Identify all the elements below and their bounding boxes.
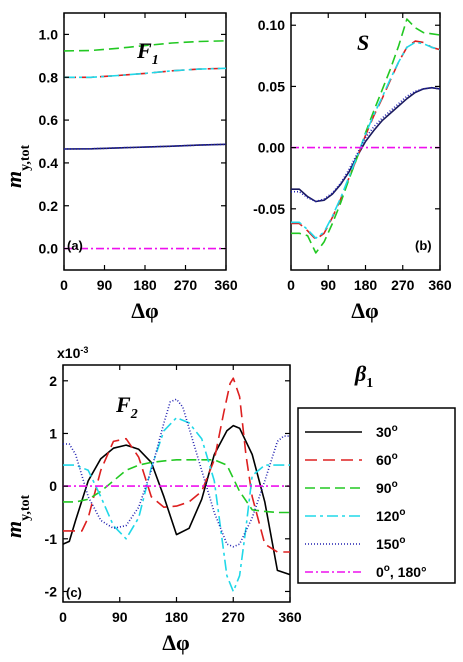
legend-entries: 30o 60o 90o 120o 150o 0o, 180° <box>305 423 427 580</box>
x-axis-label-a: Δφ <box>131 298 159 323</box>
panel-a: 0 90 180 270 360 0.0 0.2 0.4 0.6 0.8 1.0 F1 (a) <box>39 12 238 293</box>
x-tick-label-b-3: 270 <box>391 277 415 293</box>
y-tick-label-b-3: 0.10 <box>258 17 285 33</box>
panel-b-series <box>291 18 440 254</box>
panel-b-title: S <box>357 30 369 55</box>
legend: β1 30o 60o 90o 120o 150o 0o, 180° <box>297 361 456 584</box>
x-tick-label-c-4: 360 <box>278 609 302 625</box>
y-tick-label-c-2: 0 <box>49 478 57 494</box>
series-line-c-2 <box>63 458 290 514</box>
series-line-b-4 <box>291 86 440 203</box>
x-tick-label-c-2: 180 <box>165 609 189 625</box>
x-tick-label-c-0: 0 <box>59 609 67 625</box>
y-tick-label-a-2: 0.4 <box>39 155 59 171</box>
y-axis-label-top: my,tot <box>1 144 33 188</box>
y-tick-label-a-1: 0.2 <box>39 198 59 214</box>
x-tick-label-a-3: 270 <box>174 277 198 293</box>
legend-title: β1 <box>354 361 373 391</box>
y-tick-label-b-1: 0.00 <box>258 140 285 156</box>
x-tick-label-a-2: 180 <box>133 277 157 293</box>
x-axis-label-b: Δφ <box>351 298 379 323</box>
x-tick-label-a-1: 90 <box>97 277 113 293</box>
y-tick-label-c-4: 2 <box>49 373 57 389</box>
panel-c-title: F2 <box>115 392 138 422</box>
panel-c-multiplier: x10-3 <box>57 345 88 361</box>
series-line-b-1 <box>291 40 440 241</box>
series-line-a-4 <box>64 143 226 150</box>
series-line-c-3 <box>63 416 290 593</box>
legend-label-4: 150o <box>376 535 405 552</box>
y-tick-label-c-3: 1 <box>49 425 57 441</box>
x-tick-label-c-3: 270 <box>222 609 246 625</box>
y-tick-label-a-5: 1.0 <box>39 26 59 42</box>
y-axis-label-bottom: my,tot <box>1 494 33 538</box>
x-tick-label-b-2: 180 <box>354 277 378 293</box>
legend-label-0: 30o <box>376 423 398 440</box>
series-line-b-3 <box>291 41 440 239</box>
x-tick-label-b-0: 0 <box>287 277 295 293</box>
y-tick-label-a-3: 0.6 <box>39 112 59 128</box>
series-line-a-3 <box>64 67 226 79</box>
legend-label-3: 120o <box>376 507 405 524</box>
panel-c-series <box>63 377 290 593</box>
series-line-b-0 <box>291 86 440 203</box>
panel-a-series <box>64 40 226 250</box>
x-tick-label-b-1: 90 <box>320 277 336 293</box>
panel-a-label: (a) <box>67 238 83 253</box>
x-tick-label-b-4: 360 <box>428 277 452 293</box>
x-tick-label-a-4: 360 <box>214 277 238 293</box>
series-line-a-2 <box>64 40 226 52</box>
y-tick-label-b-2: 0.05 <box>258 78 285 94</box>
panel-c-frame <box>62 364 291 603</box>
panel-b-label: (b) <box>415 238 432 253</box>
x-tick-label-c-1: 90 <box>112 609 128 625</box>
series-line-c-0 <box>63 424 290 576</box>
y-tick-label-a-0: 0.0 <box>39 241 59 257</box>
panel-c-ticks: 0 90 180 270 360 -2 -1 0 1 2 <box>45 365 302 625</box>
panel-c-label: (c) <box>66 585 82 600</box>
legend-label-2: 90o <box>376 479 398 496</box>
legend-box <box>297 407 456 584</box>
x-axis-label-c: Δφ <box>162 630 190 655</box>
legend-label-1: 60o <box>376 451 398 468</box>
series-line-c-1 <box>63 377 290 553</box>
y-tick-label-a-4: 0.8 <box>39 69 59 85</box>
panel-c: 0 90 180 270 360 -2 -1 0 1 2 F2 (c) x10-3 <box>45 345 302 625</box>
y-tick-label-b-0: -0.05 <box>253 201 285 217</box>
panel-b-ticks: 0 90 180 270 360 -0.05 0.00 0.05 0.10 <box>253 13 452 293</box>
panel-a-title: F1 <box>136 38 159 68</box>
x-tick-label-a-0: 0 <box>60 277 68 293</box>
panel-b: 0 90 180 270 360 -0.05 0.00 0.05 0.10 S (b) <box>253 12 452 293</box>
series-line-c-4 <box>63 398 290 548</box>
panel-a-ticks: 0 90 180 270 360 0.0 0.2 0.4 0.6 0.8 1.0 <box>39 13 238 293</box>
legend-label-5: 0o, 180° <box>376 563 427 580</box>
y-tick-label-c-0: -2 <box>45 583 58 599</box>
y-tick-label-c-1: -1 <box>45 531 58 547</box>
